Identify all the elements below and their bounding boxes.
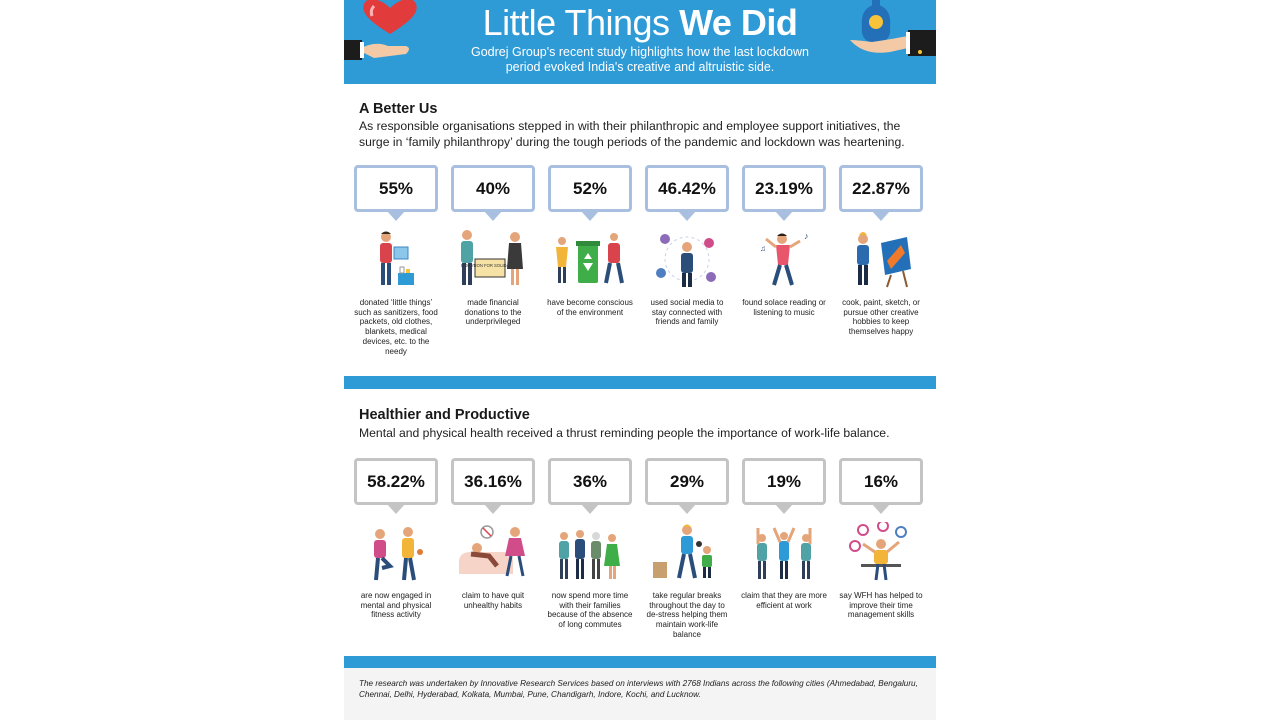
stat-value: 46.42%: [658, 179, 716, 198]
footer-note: The research was undertaken by Innovativ…: [359, 679, 918, 699]
high-five-team-icon: [756, 527, 812, 579]
stat-bubble: 16%: [839, 458, 923, 505]
stat-bubble: 40%: [451, 165, 535, 212]
stat-caption: are now engaged in mental and physical f…: [360, 591, 432, 620]
svg-text:♪: ♪: [804, 231, 809, 241]
svg-text:♫: ♫: [760, 244, 766, 253]
stat-value: 40%: [475, 179, 511, 198]
stats-row-healthier: 58.22% are now engaged in mental and phy…: [354, 458, 926, 658]
stat-card: 55% donated ‘little things’ such as sani…: [354, 165, 438, 356]
family-group-icon: [559, 530, 620, 579]
stat-bubble: 36%: [548, 458, 632, 505]
stat-bubble: 52%: [548, 165, 632, 212]
header-banner: Little Things We Did Godrej Group's rece…: [344, 0, 936, 84]
stat-card: 16% say WFH has helped to improve their …: [839, 458, 923, 619]
section-title-healthier: Healthier and Productive: [359, 407, 530, 423]
recycling-bin-icon: [556, 233, 624, 284]
infographic-page: Little Things We Did Godrej Group's rece…: [344, 0, 936, 720]
stat-value: 19%: [766, 472, 802, 491]
stat-bubble: 46.42%: [645, 165, 729, 212]
page-title: Little Things We Did: [344, 3, 936, 43]
bubble-tail: [387, 211, 405, 221]
stat-bubble: 19%: [742, 458, 826, 505]
stat-card: 40% DONATION FOR SOLIDARITY made financi…: [451, 165, 535, 326]
bubble-tail: [872, 211, 890, 221]
stat-value: 52%: [572, 179, 608, 198]
stat-card: 36.16% claim to have quit unhealthy habi…: [451, 458, 535, 610]
bubble-tail: [678, 211, 696, 221]
stat-caption: made financial donations to the underpri…: [464, 298, 522, 327]
donation-box-person-icon: [380, 231, 414, 285]
divider-band: [344, 376, 936, 389]
stat-value: 22.87%: [852, 179, 910, 198]
stat-value: 36%: [572, 472, 608, 491]
social-network-icon: [656, 234, 716, 287]
section-title-better-us: A Better Us: [359, 101, 438, 117]
stat-caption: used social media to stay connected with…: [650, 298, 724, 327]
bubble-tail: [872, 504, 890, 514]
stat-card: 29% take regular breaks throughout the d…: [645, 458, 729, 639]
stat-caption: claim that they are more efficient at wo…: [741, 591, 827, 610]
stat-card: 22.87% cook, paint, sketch, or pursue ot…: [839, 165, 923, 336]
stat-caption: take regular breaks throughout the day t…: [646, 591, 728, 639]
stat-value: 16%: [863, 472, 899, 491]
stats-row-better-us: 55% donated ‘little things’ such as sani…: [354, 165, 926, 365]
bubble-tail: [484, 211, 502, 221]
bubble-tail: [581, 211, 599, 221]
stat-caption: cook, paint, sketch, or pursue other cre…: [842, 298, 920, 337]
coin-bag-hand-icon: [850, 0, 936, 56]
donation-sign-text: DONATION FOR SOLIDARITY: [461, 263, 519, 268]
stat-bubble: 36.16%: [451, 458, 535, 505]
title-bold: We Did: [679, 2, 798, 43]
bubble-tail: [775, 211, 793, 221]
heart-in-hand-icon: [344, 0, 417, 60]
footer: The research was undertaken by Innovativ…: [344, 668, 936, 720]
stat-caption: have become conscious of the environment: [547, 298, 633, 317]
stat-bubble: 23.19%: [742, 165, 826, 212]
bubble-tail: [387, 504, 405, 514]
quit-smoking-couch-icon: [459, 525, 525, 577]
stat-card: 52% have become conscious of the environ…: [547, 165, 633, 317]
section-text-better-us: As responsible organisations stepped in …: [359, 119, 905, 149]
stat-bubble: 22.87%: [839, 165, 923, 212]
divider-band: [344, 656, 936, 669]
juggling-clocks-icon: [849, 522, 907, 581]
page-subtitle: Godrej Group's recent study highlights h…: [471, 45, 809, 74]
title-thin: Little Things: [482, 2, 670, 43]
donation-sign-couple-icon: DONATION FOR SOLIDARITY: [461, 230, 523, 285]
stat-card: 19% claim that they are more efficient: [741, 458, 827, 610]
stat-value: 23.19%: [755, 179, 813, 198]
stat-value: 58.22%: [367, 472, 425, 491]
stat-card: 46.42% used social media to stay connect…: [645, 165, 729, 326]
stat-card: 36% now spend more time with: [548, 458, 632, 629]
stat-card: 23.19% ♪ ♫ found solace reading or liste…: [742, 165, 826, 317]
stat-caption: now spend more time with their families …: [547, 591, 633, 630]
stat-value: 55%: [378, 179, 414, 198]
stat-caption: found solace reading or listening to mus…: [742, 298, 826, 317]
stat-caption: claim to have quit unhealthy habits: [461, 591, 525, 610]
parent-child-play-icon: [653, 524, 712, 579]
stat-value: 36.16%: [464, 472, 522, 491]
stat-bubble: 58.22%: [354, 458, 438, 505]
stat-value: 29%: [669, 472, 705, 491]
section-text-healthier: Mental and physical health received a th…: [359, 426, 890, 440]
bubble-tail: [678, 504, 696, 514]
painting-easel-icon: [857, 232, 911, 288]
stat-bubble: 29%: [645, 458, 729, 505]
bubble-tail: [581, 504, 599, 514]
stat-bubble: 55%: [354, 165, 438, 212]
bubble-tail: [775, 504, 793, 514]
stat-card: 58.22% are now engaged in mental and phy…: [354, 458, 438, 619]
dancing-music-icon: ♪ ♫: [760, 231, 809, 286]
bubble-tail: [484, 504, 502, 514]
stat-caption: donated ‘little things’ such as sanitize…: [354, 298, 438, 356]
stat-caption: say WFH has helped to improve their time…: [839, 591, 923, 620]
yoga-fitness-icon: [374, 527, 423, 581]
